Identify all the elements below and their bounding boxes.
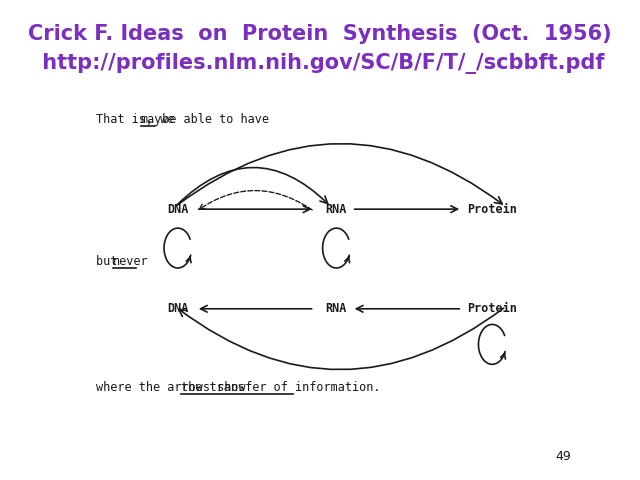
Text: 49: 49 [556, 450, 572, 463]
Text: That is, we: That is, we [96, 112, 181, 125]
Text: RNA: RNA [326, 203, 347, 216]
Text: DNA: DNA [167, 203, 189, 216]
Text: never: never [113, 255, 148, 268]
Text: DNA: DNA [167, 302, 189, 315]
Text: but: but [96, 255, 124, 268]
Text: the transfer of information.: the transfer of information. [180, 381, 380, 394]
Text: Protein: Protein [467, 203, 517, 216]
Text: where the arrows show: where the arrows show [96, 381, 253, 394]
Text: Crick F. Ideas  on  Protein  Synthesis  (Oct.  1956): Crick F. Ideas on Protein Synthesis (Oct… [28, 24, 612, 44]
Text: may: may [141, 112, 162, 125]
Text: be able to have: be able to have [155, 112, 269, 125]
Text: Protein: Protein [467, 302, 517, 315]
Text: RNA: RNA [326, 302, 347, 315]
Text: http://profiles.nlm.nih.gov/SC/B/F/T/_/scbbft.pdf: http://profiles.nlm.nih.gov/SC/B/F/T/_/s… [35, 53, 605, 73]
